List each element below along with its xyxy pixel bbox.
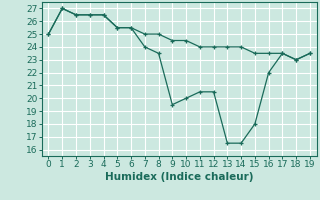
X-axis label: Humidex (Indice chaleur): Humidex (Indice chaleur) (105, 172, 253, 182)
